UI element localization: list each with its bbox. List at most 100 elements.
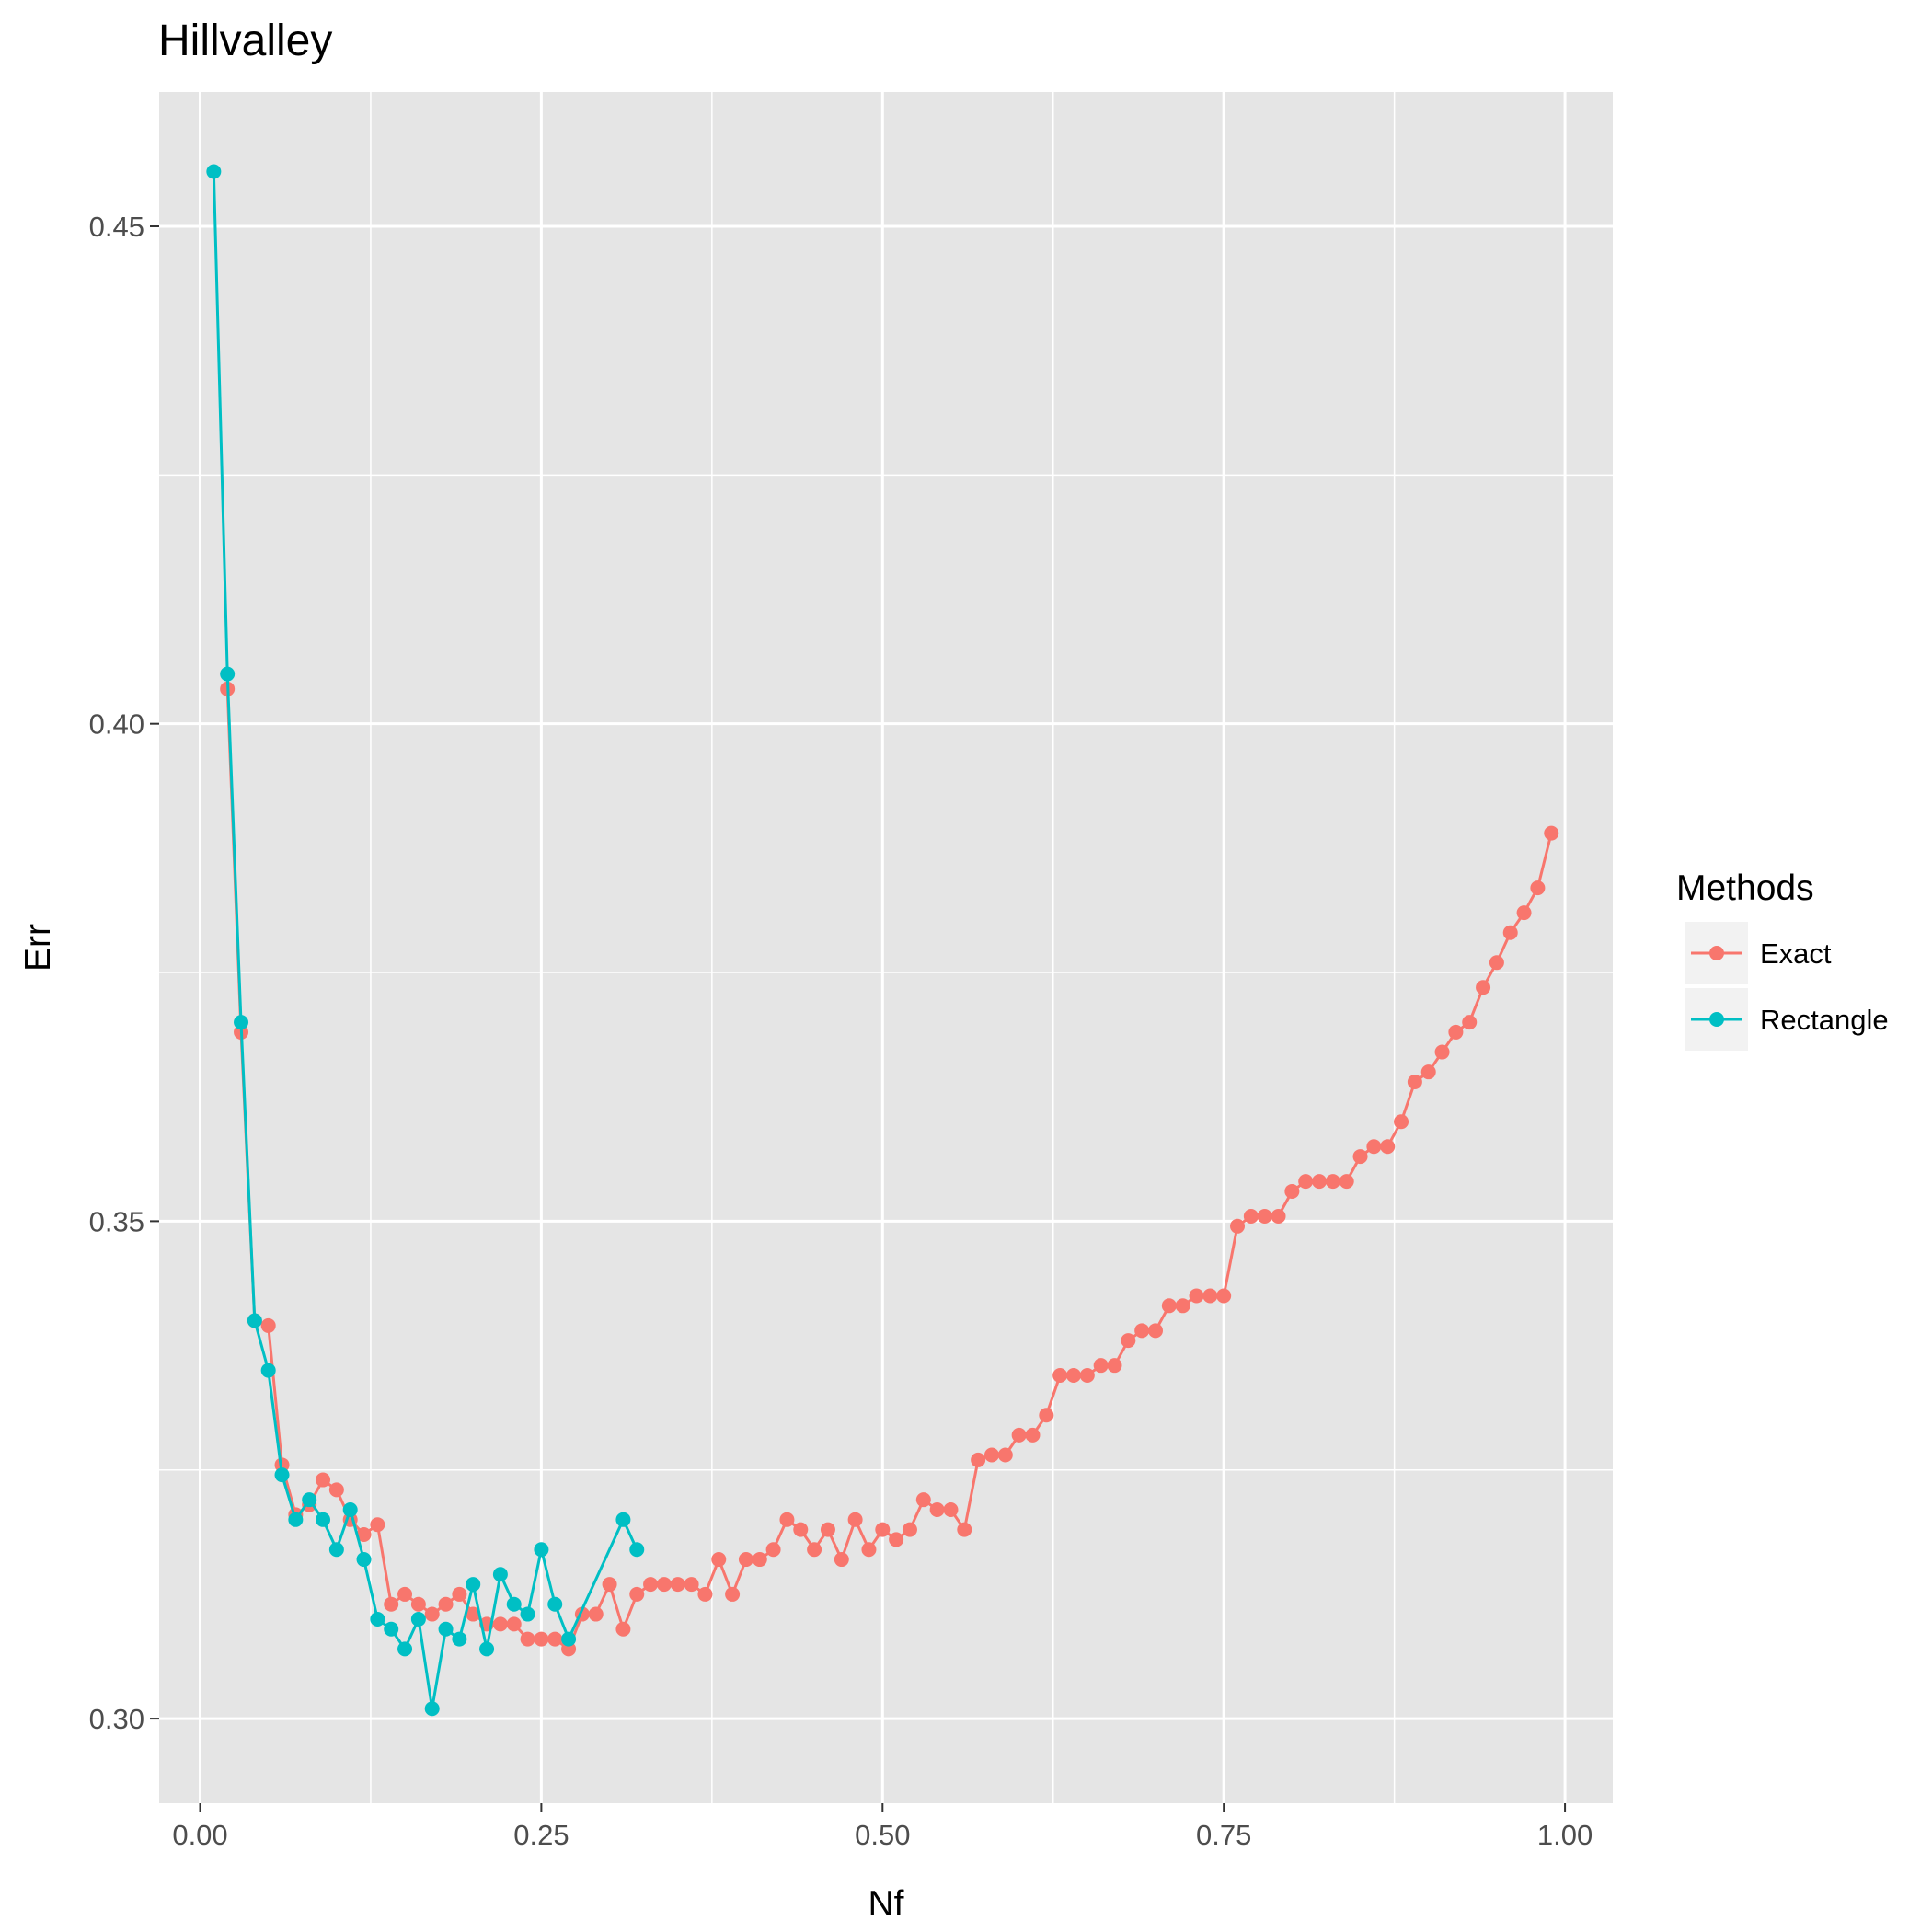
- data-point-exact: [424, 1606, 440, 1622]
- series-rectangle: [206, 164, 645, 1717]
- data-point-exact: [1462, 1015, 1478, 1030]
- data-point-exact: [506, 1616, 522, 1632]
- data-point-exact: [1065, 1368, 1081, 1383]
- data-point-exact: [1093, 1358, 1109, 1374]
- data-point-exact: [384, 1596, 399, 1612]
- data-point-rectangle: [247, 1313, 262, 1328]
- data-point-exact: [847, 1512, 863, 1527]
- data-point-exact: [807, 1542, 822, 1558]
- data-point-exact: [1516, 905, 1532, 921]
- data-point-exact: [670, 1577, 685, 1593]
- data-point-rectangle: [466, 1577, 481, 1593]
- data-point-rectangle: [384, 1621, 399, 1637]
- data-point-rectangle: [520, 1606, 535, 1622]
- data-point-exact: [1148, 1323, 1164, 1339]
- data-point-exact: [316, 1472, 331, 1488]
- data-point-exact: [466, 1606, 481, 1622]
- data-point-exact: [438, 1596, 454, 1612]
- legend-label-rectangle: Rectangle: [1760, 1004, 1889, 1036]
- data-point-exact: [1271, 1208, 1286, 1224]
- data-point-exact: [875, 1522, 891, 1537]
- data-point-exact: [1420, 1064, 1436, 1080]
- data-point-exact: [834, 1552, 849, 1568]
- data-point-exact: [656, 1577, 672, 1593]
- data-point-rectangle: [561, 1631, 577, 1647]
- data-point-rectangle: [316, 1512, 331, 1527]
- data-point-rectangle: [629, 1542, 645, 1558]
- data-point-rectangle: [492, 1567, 508, 1582]
- data-point-exact: [943, 1501, 959, 1517]
- data-point-exact: [1202, 1288, 1218, 1304]
- data-point-rectangle: [234, 1015, 249, 1030]
- data-point-exact: [971, 1452, 986, 1467]
- data-point-rectangle: [438, 1621, 454, 1637]
- data-point-exact: [1189, 1288, 1204, 1304]
- data-point-rectangle: [328, 1542, 344, 1558]
- plot-panel: [159, 92, 1613, 1803]
- legend-item-rectangle: Rectangle: [1685, 988, 1889, 1051]
- data-point-exact: [861, 1542, 877, 1558]
- legend-items: Exact Rectangle: [1685, 922, 1889, 1051]
- data-point-exact: [997, 1447, 1013, 1463]
- data-point-exact: [684, 1577, 699, 1593]
- data-point-exact: [1448, 1024, 1464, 1040]
- major-gridlines: [159, 92, 1613, 1803]
- data-point-exact: [328, 1482, 344, 1498]
- y-tick-label: 0.30: [89, 1703, 144, 1735]
- data-point-exact: [643, 1577, 659, 1593]
- data-point-exact: [1257, 1208, 1272, 1224]
- data-point-exact: [725, 1586, 741, 1602]
- data-point-exact: [1544, 825, 1559, 841]
- legend-key-point: [1709, 946, 1724, 960]
- data-point-exact: [1284, 1183, 1300, 1199]
- data-point-exact: [1530, 880, 1546, 896]
- data-point-exact: [1025, 1427, 1041, 1443]
- data-point-rectangle: [397, 1641, 413, 1657]
- data-point-rectangle: [342, 1501, 358, 1517]
- x-tick-label: 0.50: [855, 1819, 910, 1851]
- data-point-exact: [1380, 1139, 1396, 1155]
- data-point-exact: [1107, 1358, 1122, 1374]
- legend-key-point: [1709, 1012, 1724, 1027]
- data-point-exact: [397, 1586, 413, 1602]
- data-point-exact: [1243, 1208, 1259, 1224]
- data-point-rectangle: [410, 1611, 426, 1627]
- data-point-exact: [793, 1522, 809, 1537]
- x-tick-label: 1.00: [1537, 1819, 1593, 1851]
- data-point-exact: [602, 1577, 617, 1593]
- data-point-exact: [1489, 955, 1504, 971]
- data-point-exact: [452, 1586, 467, 1602]
- data-point-rectangle: [424, 1701, 440, 1717]
- data-point-exact: [1298, 1174, 1314, 1190]
- data-point-exact: [629, 1586, 645, 1602]
- data-point-rectangle: [547, 1596, 563, 1612]
- data-point-exact: [1161, 1298, 1177, 1314]
- data-point-exact: [547, 1631, 563, 1647]
- data-point-exact: [929, 1501, 945, 1517]
- data-point-exact: [697, 1586, 713, 1602]
- data-point-exact: [765, 1542, 781, 1558]
- data-point-exact: [1216, 1288, 1232, 1304]
- data-point-exact: [1476, 980, 1491, 995]
- data-point-rectangle: [220, 666, 236, 682]
- data-point-rectangle: [274, 1467, 290, 1483]
- data-point-exact: [711, 1552, 727, 1568]
- data-point-exact: [1079, 1368, 1095, 1383]
- x-axis: 0.00 0.25 0.50 0.75 1.00: [172, 1803, 1593, 1851]
- data-point-exact: [492, 1616, 508, 1632]
- y-tick-label: 0.45: [89, 211, 144, 243]
- data-point-exact: [1312, 1174, 1328, 1190]
- data-point-exact: [902, 1522, 917, 1537]
- data-point-rectangle: [479, 1641, 495, 1657]
- chart-title: Hillvalley: [158, 17, 332, 65]
- data-point-exact: [1230, 1218, 1246, 1234]
- data-point-exact: [356, 1527, 372, 1543]
- y-tick-label: 0.35: [89, 1205, 144, 1237]
- series-exact: [220, 681, 1559, 1657]
- data-point-exact: [1407, 1074, 1422, 1089]
- x-tick-label: 0.25: [513, 1819, 569, 1851]
- data-point-exact: [738, 1552, 753, 1568]
- legend-item-exact: Exact: [1685, 922, 1832, 984]
- data-point-rectangle: [206, 164, 222, 179]
